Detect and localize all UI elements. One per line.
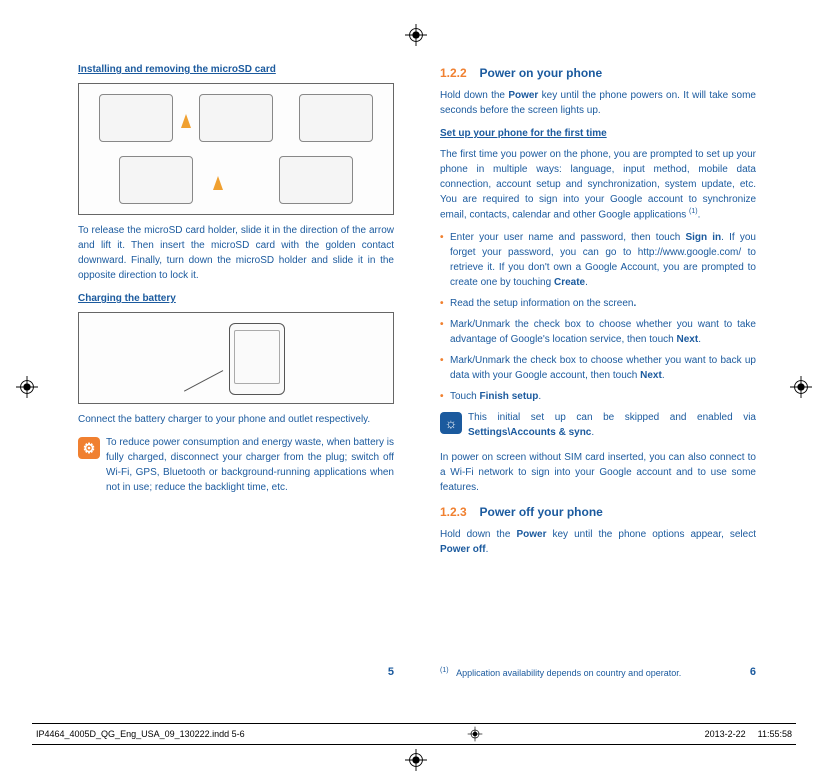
text: . (698, 334, 701, 345)
text: . (662, 370, 665, 381)
text-bold: Create (554, 277, 585, 288)
text: . (591, 427, 594, 438)
text: . (585, 277, 588, 288)
left-page: Installing and removing the microSD card… (78, 62, 394, 702)
subsection-title: Power off your phone (479, 505, 602, 519)
list-item: Touch Finish setup. (440, 389, 756, 404)
para-hold-power: Hold down the Power key until the phone … (440, 88, 756, 118)
footnote-sup: (1) (440, 667, 449, 674)
text-bold: Next (640, 370, 662, 381)
footer-file: IP4464_4005D_QG_Eng_USA_09_130222.indd 5… (36, 729, 245, 739)
tip-power-saving: ⚙ To reduce power consumption and energy… (78, 435, 394, 495)
registration-mark-right (790, 376, 812, 398)
subsection-power-on: 1.2.2 Power on your phone (440, 64, 756, 82)
para-microsd: To release the microSD card holder, slid… (78, 223, 394, 283)
text-bold: Power (508, 90, 538, 101)
text: . (698, 209, 701, 220)
tip-icon: ⚙ (78, 437, 100, 459)
page-spread: Installing and removing the microSD card… (78, 62, 756, 702)
registration-mark-top (405, 24, 427, 46)
text-bold: Power (516, 529, 546, 540)
registration-mark-left (16, 376, 38, 398)
sup: (1) (689, 208, 698, 215)
text: Touch (450, 391, 479, 402)
text: Read the setup information on the screen (450, 298, 633, 309)
list-item: Mark/Unmark the check box to choose whet… (440, 353, 756, 383)
footnote-text: Application availability depends on coun… (456, 668, 681, 678)
para-power-off: Hold down the Power key until the phone … (440, 527, 756, 557)
page-number-right: 6 (750, 664, 756, 681)
setup-bullet-list: Enter your user name and password, then … (440, 230, 756, 404)
text: The first time you power on the phone, y… (440, 149, 756, 220)
text: Hold down the (440, 90, 508, 101)
text: key until the phone options appear, sele… (546, 529, 756, 540)
text: This initial set up can be skipped and e… (468, 412, 756, 423)
text: Hold down the (440, 529, 516, 540)
text-bold: Power off (440, 544, 486, 555)
list-item: Read the setup information on the screen… (440, 296, 756, 311)
page-number-left: 5 (388, 664, 394, 681)
subsection-title: Power on your phone (479, 66, 602, 80)
text: . (538, 391, 541, 402)
tip-text: To reduce power consumption and energy w… (106, 435, 394, 495)
text: Enter your user name and password, then … (450, 232, 685, 243)
list-item: Mark/Unmark the check box to choose whet… (440, 317, 756, 347)
print-footer: IP4464_4005D_QG_Eng_USA_09_130222.indd 5… (32, 723, 796, 745)
para-first-time: The first time you power on the phone, y… (440, 147, 756, 222)
text: Mark/Unmark the check box to choose whet… (450, 355, 756, 381)
registration-mark-bottom (405, 749, 427, 771)
registration-mark-footer (467, 726, 483, 742)
figure-microsd (78, 83, 394, 215)
para-no-sim: In power on screen without SIM card inse… (440, 450, 756, 495)
text-bold: Sign in (685, 232, 721, 243)
tip-text: This initial set up can be skipped and e… (468, 410, 756, 440)
subsection-num: 1.2.3 (440, 505, 467, 519)
footer-date: 2013-2-22 (705, 729, 746, 739)
text: . (486, 544, 489, 555)
footer-filename: IP4464_4005D_QG_Eng_USA_09_130222.indd 5… (36, 729, 245, 739)
heading-microsd: Installing and removing the microSD card (78, 62, 394, 77)
text-bold: Next (677, 334, 699, 345)
subsection-num: 1.2.2 (440, 66, 467, 80)
text: Mark/Unmark the check box to choose whet… (450, 319, 756, 345)
para-charging: Connect the battery charger to your phon… (78, 412, 394, 427)
text-bold: Settings\Accounts & sync (468, 427, 591, 438)
footnote: (1) Application availability depends on … (440, 666, 756, 681)
figure-charging (78, 312, 394, 404)
heading-first-time: Set up your phone for the first time (440, 126, 756, 141)
subsection-power-off: 1.2.3 Power off your phone (440, 503, 756, 521)
lightbulb-icon: ☼ (440, 412, 462, 434)
text-bold: . (633, 298, 636, 309)
text-bold: Finish setup (479, 391, 538, 402)
tip-skip-setup: ☼ This initial set up can be skipped and… (440, 410, 756, 440)
right-page: 1.2.2 Power on your phone Hold down the … (440, 62, 756, 702)
footer-time: 11:55:58 (758, 729, 792, 739)
footer-datetime: 2013-2-22 11:55:58 (705, 729, 792, 739)
list-item: Enter your user name and password, then … (440, 230, 756, 290)
heading-charging: Charging the battery (78, 291, 394, 306)
